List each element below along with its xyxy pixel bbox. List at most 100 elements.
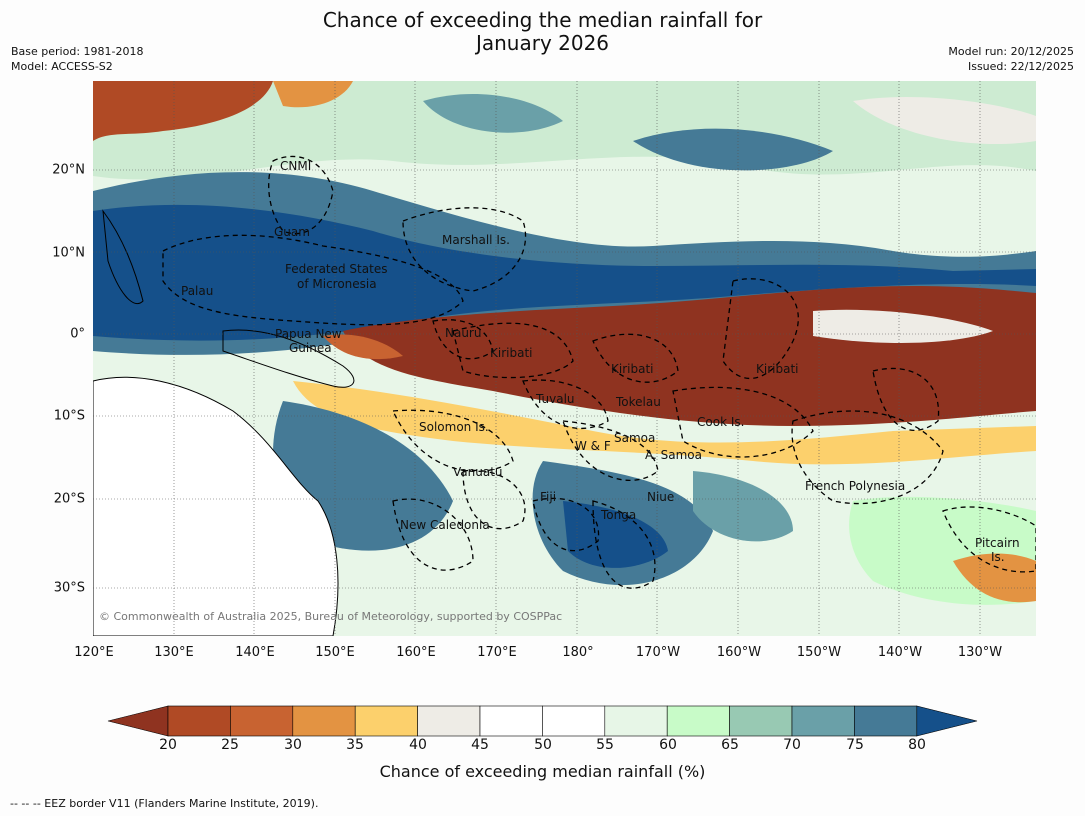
eez-vanuatu — [462, 469, 526, 530]
y-tick: 10°S — [53, 408, 85, 424]
philippines-coastline — [102, 209, 144, 304]
eez-nauru — [432, 319, 494, 360]
label-kiribati-east: Kiribati — [756, 362, 799, 376]
x-tick: 160°E — [396, 645, 436, 660]
colorbar-cell — [604, 705, 668, 737]
eez-kiribati-e — [722, 278, 799, 379]
colorbar-arrow-low — [107, 705, 169, 737]
colorbar-tick: 50 — [534, 737, 552, 753]
colorbar-tick: 55 — [596, 737, 614, 753]
colorbar-title: Chance of exceeding median rainfall (%) — [379, 762, 706, 781]
colorbar-cell — [729, 705, 793, 737]
eez-pitcairn — [942, 506, 1036, 573]
label-palau: Palau — [181, 284, 214, 298]
colorbar-cell — [542, 705, 606, 737]
x-tick: 150°E — [315, 645, 355, 660]
north-wet-blob-1 — [423, 93, 563, 133]
map-gridlines — [93, 81, 1036, 636]
label-niue: Niue — [647, 490, 675, 504]
label-png-1: Papua New — [275, 327, 342, 341]
label-fsm-2: of Micronesia — [297, 277, 377, 291]
colorbar-cell — [417, 705, 481, 737]
label-tonga: Tonga — [601, 508, 637, 522]
y-tick: 20°N — [52, 162, 85, 178]
colorbar-tick: 35 — [346, 737, 364, 753]
x-tick: 140°E — [235, 645, 275, 660]
label-pitcairn-2: Is. — [991, 550, 1005, 564]
label-kiribati-central: Kiribati — [611, 362, 654, 376]
nw-dry-patch-2 — [273, 81, 353, 108]
label-marshall: Marshall Is. — [442, 233, 510, 247]
x-tick: 170°W — [635, 645, 681, 660]
colorbar-tick: 80 — [908, 737, 926, 753]
colorbar — [107, 705, 978, 737]
dry-band-neutral-spot — [813, 309, 993, 343]
eez-cook — [672, 386, 814, 458]
eez-kiribati-w — [452, 322, 574, 379]
colorbar-cell — [354, 705, 418, 737]
north-wet-blob-2 — [633, 128, 833, 171]
colorbar-cell — [791, 705, 855, 737]
eez-tuvalu — [522, 379, 609, 430]
x-tick: 130°W — [957, 645, 1003, 660]
colorbar-tick: 25 — [221, 737, 239, 753]
x-tick: 130°E — [154, 645, 194, 660]
eez-kiribati-c — [592, 333, 679, 383]
colorbar-cells — [107, 705, 978, 737]
eez-tonga — [592, 500, 656, 589]
x-tick: 150°W — [796, 645, 842, 660]
label-samoa: Samoa — [614, 431, 656, 445]
colorbar-tick: 20 — [159, 737, 177, 753]
south-dry-fringe — [293, 381, 1036, 465]
colorbar-tick: 75 — [846, 737, 864, 753]
colorbar-cell — [230, 705, 294, 737]
tonga-wet-core — [563, 501, 668, 568]
eez-solomon — [392, 409, 514, 472]
colorbar-tick: 65 — [721, 737, 739, 753]
label-png-2: Guinea — [289, 341, 332, 355]
map-title-line2: January 2026 — [475, 31, 610, 55]
colorbar-cell — [479, 705, 543, 737]
y-tick: 10°N — [52, 245, 85, 261]
label-new-caledonia: New Caledonia — [400, 518, 490, 532]
wet-band-core — [93, 204, 1036, 341]
colorbar-tick: 30 — [284, 737, 302, 753]
x-tick: 140°W — [877, 645, 923, 660]
colorbar-cell — [167, 705, 231, 737]
colorbar-tick: 45 — [471, 737, 489, 753]
y-tick: 20°S — [53, 491, 85, 507]
colorbar-arrow-high — [916, 705, 978, 737]
colorbar-tick: 40 — [409, 737, 427, 753]
australia-land — [93, 376, 339, 636]
eez-footnote: -- -- -- EEZ border V11 (Flanders Marine… — [10, 797, 319, 810]
label-fiji: Fiji — [540, 490, 557, 504]
eez-fiji — [532, 497, 600, 552]
label-pitcairn-1: Pitcairn — [975, 536, 1020, 550]
png-coastline — [222, 329, 355, 388]
nw-dry-patch — [93, 81, 273, 141]
x-tick: 170°E — [477, 645, 517, 660]
pitcairn-dry-patch — [953, 553, 1036, 603]
eez-fsm — [162, 234, 464, 326]
label-american-samoa: A. Samoa — [645, 448, 702, 462]
label-tuvalu: Tuvalu — [536, 392, 575, 406]
issued-date: Issued: 22/12/2025 — [967, 60, 1074, 73]
label-guam: Guam — [274, 225, 310, 239]
rainfall-map — [93, 81, 1036, 636]
colorbar-cell — [854, 705, 918, 737]
eez-newcal — [392, 498, 474, 571]
colorbar-cell — [666, 705, 730, 737]
label-solomon: Solomon Is. — [419, 420, 489, 434]
model-run: Model run: 20/12/2025 — [948, 45, 1074, 58]
colorbar-tick: 70 — [783, 737, 801, 753]
label-cnmi: CNMI — [280, 159, 312, 173]
x-tick: 180° — [562, 645, 594, 660]
rainfall-map-canvas — [93, 81, 1036, 636]
eez-samoa — [562, 420, 659, 482]
colorbar-tick: 60 — [659, 737, 677, 753]
label-wf: W & F — [575, 439, 611, 453]
y-tick: 0° — [70, 326, 85, 342]
label-kiribati-west: Kiribati — [490, 346, 533, 360]
label-fsm-1: Federated States — [285, 262, 388, 276]
base-period: Base period: 1981-2018 — [11, 45, 144, 58]
